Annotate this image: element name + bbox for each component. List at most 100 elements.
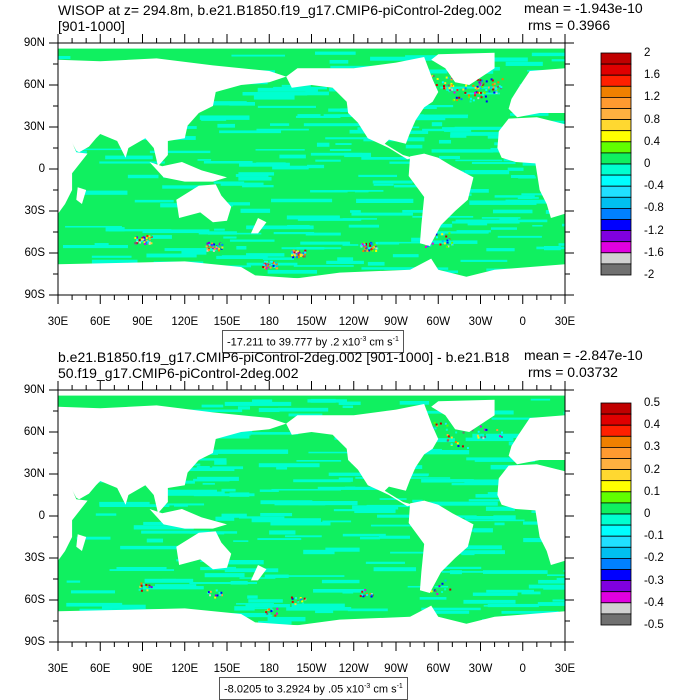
anomaly-cell (375, 247, 378, 250)
ocean-band (127, 174, 159, 179)
colorbar-box (600, 513, 632, 526)
colorbar-box (600, 524, 632, 537)
anomaly-cell (211, 244, 214, 247)
ocean-band (149, 150, 211, 154)
ocean-band (252, 399, 273, 403)
colorbar-box (600, 108, 632, 121)
anomaly-cell (442, 233, 445, 236)
ocean-band (199, 115, 250, 120)
ocean-band (344, 152, 372, 158)
anomaly-cell (460, 98, 463, 101)
colorbar-box (600, 141, 632, 154)
colorbar-label: 0.4 (644, 419, 660, 432)
anomaly-cell (450, 82, 453, 85)
ocean-band (161, 578, 177, 583)
anomaly-cell (366, 593, 369, 596)
anomaly-cell (375, 242, 378, 245)
anomaly-cell (365, 246, 368, 249)
ocean-band (273, 231, 315, 235)
colorbar-box (600, 558, 632, 570)
ocean-band (390, 551, 430, 554)
ocean-band (286, 606, 352, 611)
anomaly-cell (439, 243, 442, 246)
anomaly-cell (485, 100, 488, 103)
anomaly-cell (501, 78, 504, 81)
ocean-band (563, 411, 565, 415)
colorbar-box (600, 446, 632, 459)
anomaly-cell (363, 244, 366, 247)
ocean-band (240, 208, 271, 213)
anomaly-cell (457, 444, 460, 447)
colorbar-box (600, 163, 632, 176)
ocean-band (337, 257, 354, 262)
lon-label: 30W (468, 663, 493, 675)
anomaly-cell (140, 584, 143, 587)
anomaly-cell (302, 253, 305, 256)
ocean-band (257, 87, 318, 92)
anomaly-cell (470, 97, 473, 100)
ocean-band (279, 154, 306, 159)
anomaly-cell (464, 87, 467, 90)
ocean-band (532, 224, 543, 227)
ocean-band (463, 599, 516, 604)
ocean-band (419, 597, 447, 600)
anomaly-cell (148, 241, 151, 244)
ocean-band (411, 116, 446, 121)
ocean-band (189, 582, 258, 585)
anomaly-cell (304, 249, 307, 252)
ocean-band (276, 467, 288, 470)
ocean-band (551, 59, 565, 62)
ocean-band (359, 536, 380, 540)
lon-label: 90E (132, 316, 153, 328)
lon-label: 120E (171, 663, 199, 675)
anomaly-cell (435, 79, 438, 82)
land-indonesia (149, 162, 227, 182)
land-africa-e (497, 464, 565, 565)
ocean-band (307, 399, 348, 403)
ocean-band (300, 241, 351, 245)
lon-label: 150E (213, 316, 241, 328)
anomaly-cell (141, 238, 144, 241)
ocean-band (275, 575, 345, 577)
anomaly-cell (266, 612, 269, 615)
ocean-band (293, 479, 351, 483)
anomaly-cell (299, 253, 302, 256)
anomaly-cell (494, 87, 497, 90)
ocean-band (108, 229, 172, 232)
lat-label: 0 (38, 163, 45, 175)
ocean-band (231, 54, 286, 57)
ocean-band (326, 260, 364, 265)
anomaly-cell (364, 594, 367, 597)
lat-label: 30N (23, 468, 45, 480)
ocean-band (293, 265, 354, 267)
ocean-band (58, 148, 124, 151)
ocean-band (421, 610, 470, 614)
ocean-band (461, 551, 475, 556)
anomaly-cell (219, 594, 222, 597)
anomaly-cell (139, 234, 142, 237)
ocean-band (260, 512, 293, 517)
ocean-band (242, 185, 274, 188)
anomaly-cell (446, 239, 449, 242)
ocean-band (378, 241, 447, 244)
ocean-band (287, 224, 310, 227)
anomaly-cell (361, 593, 364, 596)
ocean-band (142, 586, 204, 590)
colorbar-box (600, 119, 632, 132)
anomaly-cell (369, 593, 372, 596)
ocean-band (338, 477, 353, 482)
ocean-band (431, 149, 494, 153)
anomaly-cell (475, 91, 478, 94)
anomaly-cell (492, 86, 495, 89)
ocean-band (142, 229, 210, 234)
ocean-band (262, 257, 294, 260)
ocean-band (431, 122, 443, 127)
ocean-band (421, 240, 478, 244)
ocean-band (253, 95, 295, 100)
anomaly-cell (450, 85, 453, 88)
anomaly-cell (449, 588, 452, 591)
ocean-band (238, 176, 272, 181)
anomaly-cell (468, 96, 471, 99)
colorbar-label: 0.4 (644, 135, 660, 148)
land-eurasia (58, 58, 287, 167)
